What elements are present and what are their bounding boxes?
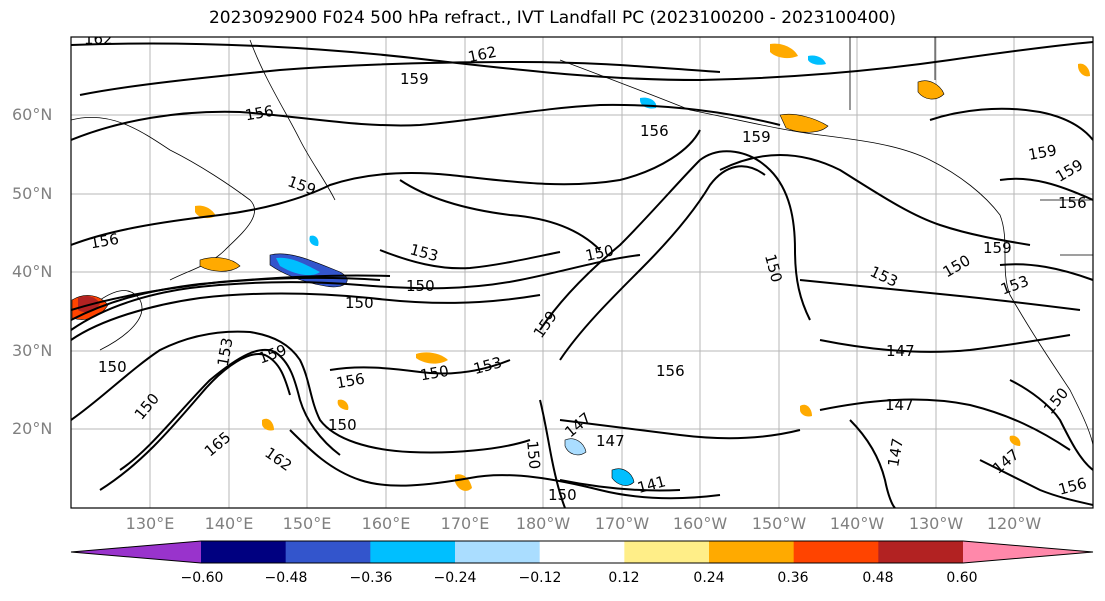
contour-label: 150: [548, 486, 577, 504]
lon-label: 140°W: [829, 514, 885, 533]
contour-label: 153: [472, 353, 504, 378]
contour-label: 150: [419, 362, 450, 385]
contour-label: 147: [886, 342, 915, 360]
lon-label: 140°E: [204, 514, 254, 533]
lon-label: 130°E: [125, 514, 175, 533]
contour-label: 156: [1056, 474, 1088, 499]
contour-label: 150: [131, 390, 163, 424]
colorbar-segment: [455, 541, 541, 563]
contour-label: 150: [761, 252, 786, 284]
colorbar-tick: 0.60: [946, 570, 978, 586]
lon-label: 180°W: [515, 514, 571, 533]
contour-label: 150: [523, 440, 543, 470]
contour-label: 162: [84, 30, 113, 48]
colorbar-segment: [71, 541, 201, 563]
lat-label: 30°N: [12, 341, 53, 360]
contour-label: 147: [884, 437, 907, 468]
colorbar-tick: −0.60: [180, 570, 224, 586]
map-frame: [70, 36, 1094, 509]
lat-label: 50°N: [12, 184, 53, 203]
lon-label: 160°E: [361, 514, 411, 533]
contour-label: 150: [406, 277, 435, 295]
contour-label: 153: [214, 336, 237, 367]
colorbar-tick: 0.24: [693, 570, 725, 586]
map-title: 2023092900 F024 500 hPa refract., IVT La…: [208, 8, 896, 28]
lat-label: 60°N: [12, 105, 53, 124]
colorbar-segment: [709, 541, 795, 563]
colorbar-tick: −0.48: [264, 570, 308, 586]
lon-label: 170°E: [440, 514, 490, 533]
contour-label: 156: [1058, 194, 1087, 212]
contour-label: 156: [335, 370, 366, 393]
contour-label: 147: [989, 445, 1023, 477]
lon-label: 150°W: [751, 514, 807, 533]
contour-label: 156: [244, 102, 275, 125]
colorbar-segment: [624, 541, 710, 563]
colorbar-tick: −0.24: [433, 570, 477, 586]
colorbar-segment: [285, 541, 371, 563]
colorbar-segment: [201, 541, 287, 563]
contour-label: 159: [1027, 141, 1058, 164]
contour-label: 147: [885, 396, 914, 414]
contour-label: 159: [983, 239, 1012, 257]
colorbar-tick: −0.36: [349, 570, 393, 586]
contour-label: 150: [940, 251, 974, 281]
contour-label: 159: [742, 128, 771, 146]
colorbar-tick: −0.12: [518, 570, 562, 586]
lon-label: 120°W: [986, 514, 1042, 533]
colorbar-tick: 0.48: [862, 570, 894, 586]
colorbar-segment: [963, 541, 1093, 563]
lon-label: 160°W: [672, 514, 728, 533]
lon-label: 150°E: [282, 514, 332, 533]
refractivity-contours: [71, 41, 1093, 508]
contour-label: 159: [530, 308, 561, 342]
contour-label: 150: [1040, 384, 1072, 418]
contour-label: 153: [998, 272, 1031, 299]
contour-label: 162: [466, 43, 498, 67]
contour-label: 159: [256, 341, 289, 368]
contour-label: 162: [261, 444, 295, 475]
contour-label: 141: [635, 472, 667, 497]
contour-label: 150: [345, 294, 374, 312]
contour-label: 147: [561, 409, 595, 441]
contour-label: 159: [285, 172, 318, 199]
contour-label: 150: [584, 241, 616, 265]
lat-label: 40°N: [12, 262, 53, 281]
colorbar-tick: 0.12: [608, 570, 640, 586]
contour-label: 150: [328, 416, 357, 434]
contour-label: 156: [656, 362, 685, 380]
contour-label: 147: [596, 432, 625, 450]
colorbar-segment: [370, 541, 456, 563]
contour-label: 159: [1052, 156, 1086, 186]
colorbar-outline: [70, 540, 1094, 564]
lon-label: 170°W: [594, 514, 650, 533]
lat-label: 20°N: [12, 419, 53, 438]
contour-label: 156: [89, 230, 120, 253]
colorbar-segment: [539, 541, 625, 563]
lon-label: 130°W: [908, 514, 964, 533]
colorbar-tick: 0.36: [777, 570, 809, 586]
colorbar: [70, 540, 1094, 564]
contour-label: 156: [640, 122, 669, 140]
ivt-shading: [71, 43, 1090, 491]
contour-label: 150: [98, 358, 127, 376]
colorbar-segment: [793, 541, 879, 563]
contour-label: 159: [400, 70, 429, 88]
colorbar-segment: [878, 541, 964, 563]
coastlines: [71, 37, 1093, 446]
